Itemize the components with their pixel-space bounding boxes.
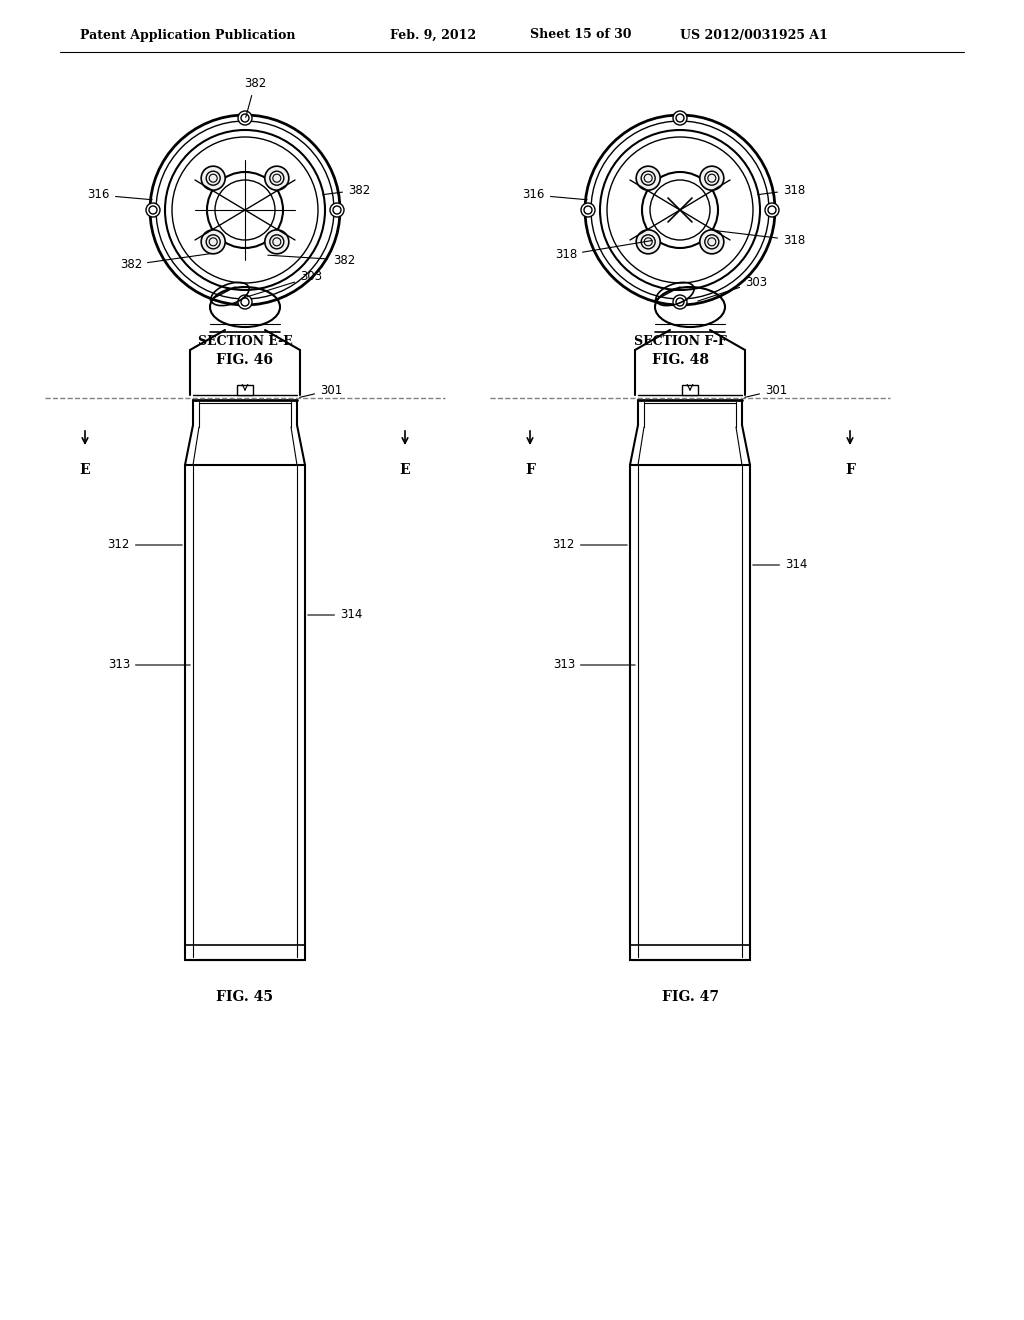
Circle shape xyxy=(238,294,252,309)
Text: 301: 301 xyxy=(744,384,787,397)
Text: 314: 314 xyxy=(753,558,807,572)
Text: 382: 382 xyxy=(120,253,212,272)
Text: 382: 382 xyxy=(267,253,355,267)
Text: 382: 382 xyxy=(244,77,266,117)
Text: F: F xyxy=(845,463,855,477)
Circle shape xyxy=(699,166,724,190)
Circle shape xyxy=(201,166,225,190)
Circle shape xyxy=(201,230,225,253)
Text: E: E xyxy=(80,463,90,477)
Text: 316: 316 xyxy=(522,189,587,202)
Circle shape xyxy=(581,203,595,216)
Text: 313: 313 xyxy=(108,659,190,672)
Bar xyxy=(630,465,750,960)
Text: 318: 318 xyxy=(555,240,652,261)
Text: 303: 303 xyxy=(697,276,767,301)
Text: FIG. 45: FIG. 45 xyxy=(216,990,273,1005)
Text: 312: 312 xyxy=(553,539,628,552)
Text: FIG. 46: FIG. 46 xyxy=(216,352,273,367)
Text: 303: 303 xyxy=(243,271,323,298)
Text: E: E xyxy=(399,463,411,477)
Circle shape xyxy=(330,203,344,216)
Text: Patent Application Publication: Patent Application Publication xyxy=(80,29,296,41)
Text: Feb. 9, 2012: Feb. 9, 2012 xyxy=(390,29,476,41)
Circle shape xyxy=(699,230,724,253)
Circle shape xyxy=(636,166,660,190)
Text: SECTION F-F: SECTION F-F xyxy=(634,335,726,348)
Text: US 2012/0031925 A1: US 2012/0031925 A1 xyxy=(680,29,827,41)
Circle shape xyxy=(765,203,779,216)
Bar xyxy=(185,465,305,960)
Text: 318: 318 xyxy=(758,183,805,197)
Text: 316: 316 xyxy=(88,189,153,202)
Text: F: F xyxy=(525,463,535,477)
Circle shape xyxy=(146,203,160,216)
Text: 314: 314 xyxy=(308,609,362,622)
Circle shape xyxy=(673,111,687,125)
Circle shape xyxy=(673,294,687,309)
Bar xyxy=(682,385,698,395)
Text: FIG. 48: FIG. 48 xyxy=(651,352,709,367)
Text: SECTION E-E: SECTION E-E xyxy=(198,335,293,348)
Text: 313: 313 xyxy=(553,659,635,672)
Text: 312: 312 xyxy=(108,539,182,552)
Text: 301: 301 xyxy=(300,384,342,397)
Bar xyxy=(237,385,253,395)
Text: FIG. 47: FIG. 47 xyxy=(662,990,719,1005)
Circle shape xyxy=(238,111,252,125)
Circle shape xyxy=(265,166,289,190)
Text: 382: 382 xyxy=(323,183,371,197)
Text: 318: 318 xyxy=(713,230,805,247)
Circle shape xyxy=(265,230,289,253)
Circle shape xyxy=(636,230,660,253)
Text: Sheet 15 of 30: Sheet 15 of 30 xyxy=(530,29,632,41)
